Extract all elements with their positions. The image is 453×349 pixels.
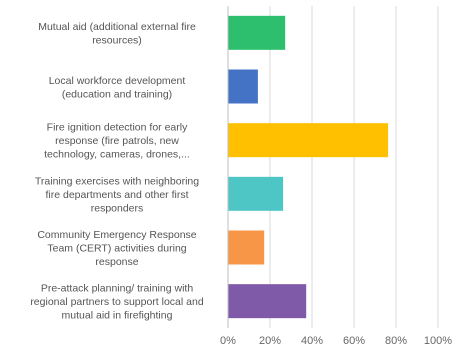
bar bbox=[228, 284, 307, 319]
bar bbox=[228, 123, 389, 158]
x-tick-label: 100% bbox=[424, 335, 452, 347]
x-tick-label: 20% bbox=[259, 335, 281, 347]
x-tick-label: 0% bbox=[220, 335, 236, 347]
category-label: Fire ignition detection for early respons… bbox=[44, 122, 190, 161]
category-label: Local workforce development (education an… bbox=[49, 75, 186, 101]
bars bbox=[228, 15, 389, 319]
bar bbox=[228, 69, 258, 104]
x-tick-label: 80% bbox=[385, 335, 407, 347]
category-label: Community Emergency Response Team (CERT) … bbox=[37, 229, 196, 268]
category-labels: Mutual aid (additional external fire reso… bbox=[30, 21, 204, 322]
bar bbox=[228, 176, 284, 211]
bar bbox=[228, 230, 265, 265]
category-label: Mutual aid (additional external fire reso… bbox=[38, 21, 196, 46]
category-label: Training exercises with neighboring fire … bbox=[35, 175, 199, 214]
gridlines bbox=[227, 6, 439, 328]
x-tick-label: 60% bbox=[343, 335, 365, 347]
bar bbox=[228, 15, 286, 50]
x-axis-tick-labels: 0% 20% 40% 60% 80% 100% bbox=[220, 335, 452, 347]
x-tick-label: 40% bbox=[301, 335, 323, 347]
category-label: Pre-attack planning/ training with region… bbox=[30, 283, 204, 322]
